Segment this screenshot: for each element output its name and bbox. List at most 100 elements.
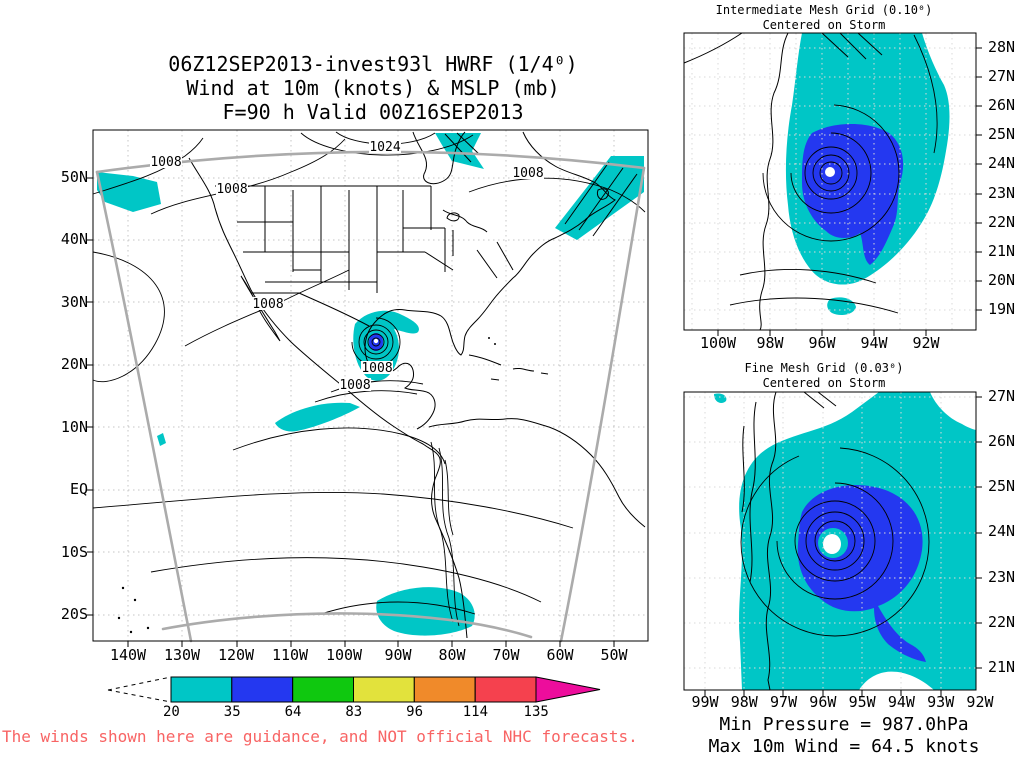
disclaimer-text: The winds shown here are guidance, and N… <box>2 727 638 746</box>
intermediate-lon-axis: 100W 98W 96W 94W 92W <box>692 336 952 351</box>
lon-tick-label: 60W <box>546 646 574 664</box>
fine-20kt-shade-blob <box>714 393 727 403</box>
panel-title-line: Centered on Storm <box>762 376 886 390</box>
contour-label: 1008 <box>216 182 247 197</box>
lon-tick-label: 93W <box>927 693 955 711</box>
lon-tick-label: 120W <box>217 646 255 664</box>
colorbar-tick-label: 83 <box>345 704 363 720</box>
lon-tick-label: 100W <box>325 646 363 664</box>
main-map-lon-axis: 140W 130W 120W 110W 100W 90W 80W 70W 60W 50W <box>101 648 641 663</box>
lat-tick-label: 20N <box>60 355 88 374</box>
storm-eye <box>823 534 841 554</box>
lat-tick-label: 30N <box>60 292 88 311</box>
fine-contours <box>740 447 930 637</box>
contour-labels: 1008 1024 1008 1008 1008 1008 1008 <box>150 140 544 393</box>
intermediate-hatch <box>821 32 883 60</box>
lon-tick-label: 140W <box>109 646 147 664</box>
contour-label: 1008 <box>252 297 283 312</box>
colorbar-seg-114 <box>474 676 537 703</box>
lat-tick-label: 10N <box>60 417 88 436</box>
lon-tick-label: 94W <box>887 693 915 711</box>
lon-tick-label: 98W <box>756 334 784 352</box>
main-map-ticks <box>87 177 615 647</box>
intermediate-lat-axis: 28N 27N 26N 25N 24N 23N 22N 21N 20N 19N <box>988 40 1024 317</box>
lon-tick-label: 92W <box>912 334 940 352</box>
intermediate-frame <box>683 32 977 331</box>
fine-hatch <box>803 391 837 409</box>
lon-tick-label: 50W <box>600 646 628 664</box>
lat-tick-label: 23N <box>988 567 1016 586</box>
fine-mesh-map <box>683 391 982 696</box>
colorbar-tick-label: 35 <box>223 704 241 720</box>
main-map-frame <box>92 129 649 642</box>
intermediate-mesh-map <box>683 32 982 336</box>
lat-tick-label: 10S <box>60 542 88 561</box>
colorbar-seg-64 <box>292 676 354 703</box>
lat-tick-label: 27N <box>988 387 1016 405</box>
lon-tick-label: 95W <box>848 693 876 711</box>
fine-panel-title: Fine Mesh Grid (0.03⁰) Centered on Storm <box>678 361 970 391</box>
fine-coastline <box>741 391 777 691</box>
intermediate-coastline <box>683 32 789 331</box>
fine-low-wind-notch <box>859 671 934 690</box>
fine-lon-axis: 99W 98W 97W 96W 95W 94W 93W 92W <box>687 695 998 710</box>
colorbar-tick-labels: 20 35 64 83 96 114 135 <box>141 705 567 720</box>
fine-frame <box>683 391 977 691</box>
colorbar-seg-20 <box>170 676 233 703</box>
panel-title-line: Centered on Storm <box>762 18 886 32</box>
contour-label: 1024 <box>369 140 400 155</box>
lat-tick-label: 21N <box>988 657 1016 676</box>
panel-title-line: Fine Mesh Grid (0.03⁰) <box>744 361 904 375</box>
lat-tick-label: 25N <box>988 125 1016 144</box>
main-map-lat-axis: 50N 40N 30N 20N 10N EQ 10S 20S <box>40 170 88 622</box>
fine-ticks <box>704 396 982 696</box>
lat-tick-label: 21N <box>988 241 1016 260</box>
lat-tick-label: 27N <box>988 67 1016 86</box>
lon-tick-label: 96W <box>809 693 837 711</box>
colorbar-tick-label: 96 <box>406 704 424 720</box>
colorbar-open-end <box>107 676 172 703</box>
min-pressure-value: Min Pressure = 987.0hPa <box>719 714 969 735</box>
lat-tick-label: 20S <box>60 604 88 623</box>
storm-eye <box>825 167 835 177</box>
lon-tick-label: 110W <box>271 646 309 664</box>
panel-title-line: Intermediate Mesh Grid (0.10⁰) <box>715 3 933 17</box>
intermediate-panel-title: Intermediate Mesh Grid (0.10⁰) Centered … <box>678 3 970 33</box>
intermediate-contours <box>729 34 938 314</box>
lon-tick-label: 70W <box>492 646 520 664</box>
colorbar-seg-35 <box>231 676 294 703</box>
lon-tick-label: 99W <box>691 693 719 711</box>
storm-stats: Min Pressure = 987.0hPa Max 10m Wind = 6… <box>676 714 1012 758</box>
lat-tick-label: 22N <box>988 212 1016 231</box>
colorbar-seg-96 <box>413 676 476 703</box>
lat-tick-label: 25N <box>988 477 1016 496</box>
storm-core-main <box>363 329 389 355</box>
lat-tick-label: 24N <box>988 522 1016 541</box>
fine-gridlines <box>684 392 976 690</box>
lon-tick-label: 94W <box>860 334 888 352</box>
lon-tick-label: 92W <box>966 693 994 711</box>
lon-tick-label: 80W <box>438 646 466 664</box>
lat-tick-label: 19N <box>988 299 1016 318</box>
lat-tick-label: 24N <box>988 154 1016 173</box>
contour-label: 1008 <box>339 378 370 393</box>
lat-tick-label: 26N <box>988 432 1016 451</box>
colorbar-tick-label: 114 <box>462 704 489 720</box>
lat-tick-label: 28N <box>988 38 1016 56</box>
lat-tick-label: 26N <box>988 96 1016 115</box>
title-line-valid: F=90 h Valid 00Z16SEP2013 <box>222 100 524 124</box>
colorbar-arrow-135plus <box>535 676 601 703</box>
colorbar-tick-label: 135 <box>523 704 549 720</box>
contour-label: 1008 <box>150 155 181 170</box>
colorbar-tick-label: 64 <box>284 704 302 720</box>
lat-tick-label: EQ <box>69 480 88 499</box>
colorbar-segments <box>170 676 601 703</box>
colorbar-seg-83 <box>353 676 415 703</box>
lon-tick-label: 90W <box>384 646 412 664</box>
intermediate-gridlines <box>684 33 976 330</box>
lat-tick-label: 23N <box>988 183 1016 202</box>
lon-tick-label: 100W <box>699 334 737 352</box>
title-line-run: 06Z12SEP2013-invest93l HWRF (1/4⁰) <box>168 52 578 76</box>
contour-label: 1008 <box>361 361 392 376</box>
